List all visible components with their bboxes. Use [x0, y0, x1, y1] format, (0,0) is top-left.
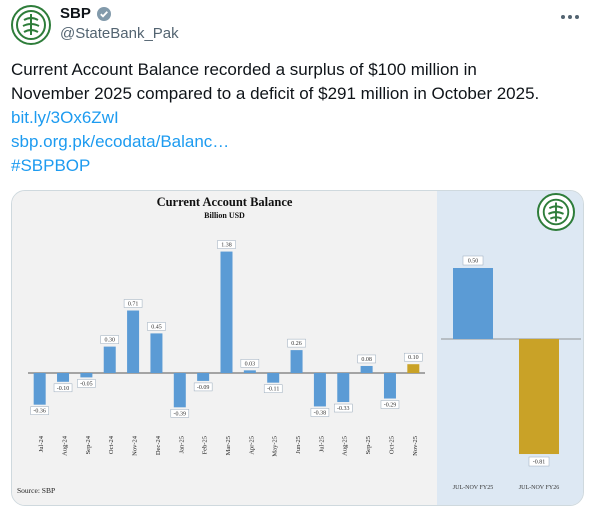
- x-tick-label: Nov-24: [132, 435, 139, 456]
- data-label: -0.81: [533, 460, 546, 466]
- x-tick-label: Jun-25: [295, 436, 302, 454]
- sbp-logo: [537, 193, 575, 231]
- chart-subtitle: Billion USD: [204, 211, 245, 220]
- bar: [80, 373, 93, 378]
- verified-badge-icon: [96, 6, 111, 21]
- bar: [290, 350, 303, 373]
- chart-source: Source: SBP: [17, 486, 56, 495]
- data-label-box: [263, 384, 283, 393]
- name-row: SBP: [60, 5, 112, 22]
- sbp-logo-icon: [542, 198, 570, 226]
- bar: [197, 373, 210, 381]
- x-tick-label: May-25: [272, 436, 279, 457]
- data-label-box: [100, 335, 119, 344]
- bar: [127, 310, 140, 373]
- short-link[interactable]: bit.ly/3Ox6ZwI: [11, 108, 119, 127]
- data-label-box: [193, 382, 213, 392]
- data-label-box: [310, 408, 330, 417]
- data-label: 0.30: [104, 338, 115, 344]
- bar: [337, 373, 350, 403]
- bar: [360, 365, 373, 373]
- bar: [173, 373, 186, 408]
- data-label: 0.08: [361, 357, 372, 363]
- chart-title: Current Account Balance: [156, 195, 293, 209]
- data-label-box: [334, 403, 353, 413]
- data-label: -0.05: [80, 381, 93, 387]
- data-label: 0.10: [408, 355, 419, 361]
- bar: [267, 373, 280, 383]
- bar: [57, 373, 70, 382]
- data-label-box: [123, 299, 143, 308]
- data-label-box: [357, 354, 376, 364]
- data-label-box: [147, 322, 166, 331]
- data-label-box: [170, 409, 190, 418]
- data-label-box: [240, 359, 260, 368]
- x-tick-label: Dec-24: [155, 435, 162, 455]
- bar: [243, 370, 256, 373]
- data-label-box: [217, 240, 236, 249]
- ecodata-link[interactable]: sbp.org.pk/ecodata/Balanc…: [11, 132, 230, 151]
- data-label: 1.38: [221, 243, 232, 249]
- data-label: 0.71: [128, 302, 139, 308]
- display-name[interactable]: SBP: [60, 5, 91, 22]
- hashtag-link[interactable]: #SBPBOP: [11, 156, 91, 175]
- data-label: 0.03: [245, 361, 256, 367]
- data-label: -0.10: [57, 386, 70, 392]
- bar: [453, 268, 493, 339]
- data-label: -0.39: [174, 411, 187, 417]
- data-label-box: [528, 456, 550, 467]
- data-label-box: [77, 379, 96, 388]
- bar: [103, 346, 116, 373]
- bar: [150, 333, 163, 373]
- tweet-text-line: November 2025 compared to a deficit of $…: [11, 84, 540, 103]
- x-tick-label: Sep-25: [365, 436, 372, 454]
- x-tick-label: Aug-24: [62, 435, 69, 456]
- x-tick-label: Jan-25: [178, 436, 185, 453]
- data-label: -0.33: [337, 406, 350, 412]
- data-label: -0.11: [267, 387, 279, 393]
- handle[interactable]: @StateBank_Pak: [60, 25, 179, 42]
- x-tick-label: Aug-25: [342, 436, 349, 456]
- data-label-box: [287, 338, 306, 348]
- tweet-text-line: Current Account Balance recorded a surpl…: [11, 60, 477, 79]
- data-label: 0.50: [468, 259, 479, 265]
- x-tick-label: Sep-24: [85, 435, 92, 454]
- data-label-box: [462, 255, 484, 266]
- x-tick-label: Apr-25: [248, 436, 255, 455]
- avatar[interactable]: [11, 5, 51, 45]
- bar: [407, 364, 420, 373]
- tweet-text: Current Account Balance recorded a surpl…: [11, 58, 586, 178]
- data-label: -0.29: [384, 403, 397, 409]
- data-label: -0.36: [33, 409, 46, 415]
- data-label: -0.38: [314, 410, 327, 416]
- bar: [383, 373, 396, 399]
- x-tick-label: Mar-25: [225, 436, 232, 455]
- bar: [220, 251, 233, 373]
- bar: [519, 339, 559, 455]
- data-label-box: [380, 400, 400, 409]
- bar: [33, 373, 46, 405]
- tweet-media-image[interactable]: -0.36 Jul-24 -0.10 Aug-24 -0.05 Sep-24 0.30 Oct…: [11, 190, 584, 506]
- x-tick-label: Oct-25: [388, 436, 395, 454]
- data-label: -0.09: [197, 385, 210, 391]
- data-label: 0.26: [291, 341, 302, 347]
- chart-side-panel: 0.50 JUL-NOV FY25 -0.81 JUL-NOV FY26: [437, 191, 583, 505]
- x-tick-label: Jul-24: [38, 435, 45, 452]
- data-label: 0.45: [151, 324, 162, 330]
- bar: [313, 373, 326, 407]
- data-label-box: [30, 406, 49, 415]
- sbp-avatar-logo-icon: [16, 10, 46, 40]
- x-tick-label: Nov-25: [412, 436, 419, 456]
- x-tick-label: JUL-NOV FY25: [453, 485, 493, 491]
- fiscal-comparison-bar-chart: 0.50 JUL-NOV FY25 -0.81 JUL-NOV FY26: [441, 255, 581, 491]
- x-tick-label: Oct-24: [108, 435, 115, 454]
- x-tick-label: Jul-25: [318, 436, 325, 452]
- chart-main-panel: -0.36 Jul-24 -0.10 Aug-24 -0.05 Sep-24 0.30 Oct…: [12, 191, 437, 505]
- data-label-box: [404, 352, 423, 362]
- x-tick-label: Feb-25: [202, 436, 209, 454]
- more-options-icon[interactable]: [558, 10, 582, 24]
- data-label-box: [53, 383, 73, 393]
- main-bar-chart: -0.36 Jul-24 -0.10 Aug-24 -0.05 Sep-24 0.30 Oct…: [28, 240, 425, 457]
- x-tick-label: JUL-NOV FY26: [519, 485, 559, 491]
